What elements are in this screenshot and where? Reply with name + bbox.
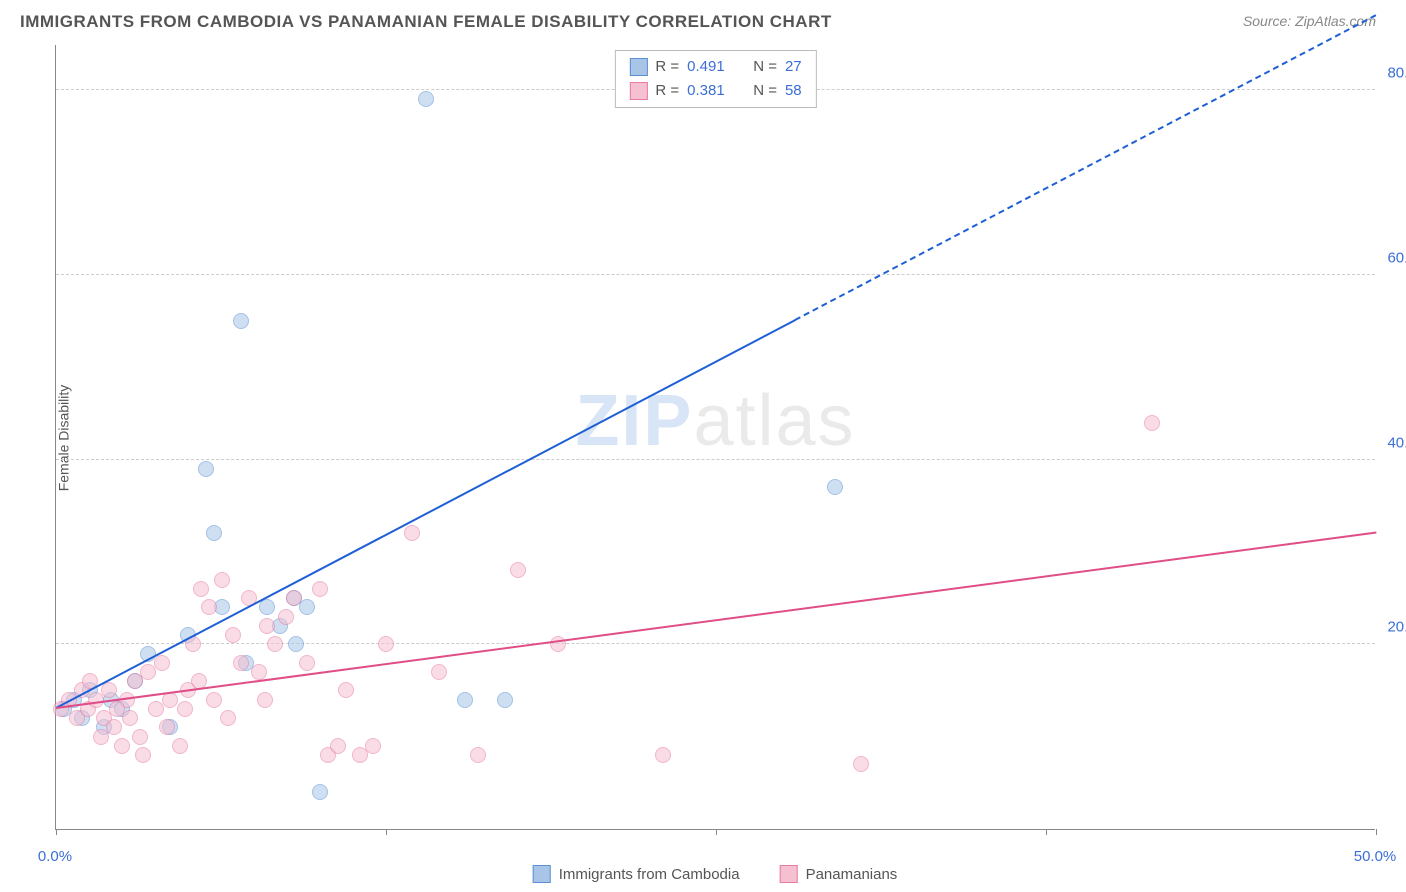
data-point [233, 313, 249, 329]
data-point [101, 682, 117, 698]
x-tick [56, 829, 57, 835]
gridline [56, 459, 1375, 460]
y-tick-label: 60.0% [1387, 249, 1406, 266]
n-label: N = [753, 55, 777, 79]
legend-swatch [780, 865, 798, 883]
data-point [418, 91, 434, 107]
r-value: 0.491 [687, 55, 725, 79]
data-point [312, 784, 328, 800]
n-value: 27 [785, 55, 802, 79]
stats-legend: R = 0.491 N = 27R = 0.381 N = 58 [614, 50, 816, 108]
data-point [365, 738, 381, 754]
legend-swatch [533, 865, 551, 883]
data-point [159, 719, 175, 735]
n-value: 58 [785, 79, 802, 103]
trend-line [56, 319, 796, 709]
watermark-atlas: atlas [693, 381, 855, 461]
data-point [201, 599, 217, 615]
data-point [404, 525, 420, 541]
data-point [299, 599, 315, 615]
data-point [497, 692, 513, 708]
stats-legend-row: R = 0.491 N = 27 [629, 55, 801, 79]
data-point [233, 655, 249, 671]
data-point [135, 747, 151, 763]
data-point [286, 590, 302, 606]
data-point [510, 562, 526, 578]
data-point [122, 710, 138, 726]
data-point [154, 655, 170, 671]
data-point [106, 719, 122, 735]
series-legend-item: Panamanians [780, 865, 898, 883]
source-attribution: Source: ZipAtlas.com [1243, 13, 1376, 31]
data-point [330, 738, 346, 754]
data-point [177, 701, 193, 717]
chart-area: Female Disability ZIPatlas 20.0%40.0%60.… [55, 45, 1375, 830]
data-point [278, 609, 294, 625]
legend-swatch [629, 82, 647, 100]
x-tick-label-left: 0.0% [38, 848, 72, 865]
x-tick-label-right: 50.0% [1354, 848, 1397, 865]
x-tick [716, 829, 717, 835]
data-point [655, 747, 671, 763]
scatter-plot: ZIPatlas 20.0%40.0%60.0%80.0%R = 0.491 N… [55, 45, 1375, 830]
data-point [378, 636, 394, 652]
trend-line-dashed [795, 14, 1377, 321]
data-point [93, 729, 109, 745]
y-tick-label: 20.0% [1387, 619, 1406, 636]
data-point [259, 618, 275, 634]
data-point [267, 636, 283, 652]
series-legend: Immigrants from Cambodia Panamanians [533, 865, 898, 883]
data-point [257, 692, 273, 708]
data-point [193, 581, 209, 597]
r-label: R = [655, 55, 679, 79]
series-legend-item: Immigrants from Cambodia [533, 865, 740, 883]
data-point [114, 738, 130, 754]
data-point [288, 636, 304, 652]
series-name: Panamanians [806, 866, 898, 883]
data-point [1144, 415, 1160, 431]
data-point [259, 599, 275, 615]
n-label: N = [753, 79, 777, 103]
data-point [132, 729, 148, 745]
trend-line [56, 531, 1376, 708]
r-label: R = [655, 79, 679, 103]
x-tick [1376, 829, 1377, 835]
data-point [457, 692, 473, 708]
data-point [220, 710, 236, 726]
x-tick [386, 829, 387, 835]
r-value: 0.381 [687, 79, 725, 103]
y-tick-label: 40.0% [1387, 434, 1406, 451]
gridline [56, 643, 1375, 644]
data-point [172, 738, 188, 754]
series-name: Immigrants from Cambodia [559, 866, 740, 883]
data-point [198, 461, 214, 477]
chart-title: IMMIGRANTS FROM CAMBODIA VS PANAMANIAN F… [20, 12, 832, 32]
data-point [225, 627, 241, 643]
y-tick-label: 80.0% [1387, 65, 1406, 82]
data-point [214, 572, 230, 588]
data-point [853, 756, 869, 772]
data-point [431, 664, 447, 680]
data-point [251, 664, 267, 680]
legend-swatch [629, 58, 647, 76]
data-point [470, 747, 486, 763]
gridline [56, 274, 1375, 275]
watermark-zip: ZIP [575, 381, 693, 461]
stats-legend-row: R = 0.381 N = 58 [629, 79, 801, 103]
x-tick [1046, 829, 1047, 835]
data-point [299, 655, 315, 671]
data-point [827, 479, 843, 495]
data-point [312, 581, 328, 597]
source-label: Source: [1243, 13, 1295, 29]
watermark: ZIPatlas [575, 380, 855, 462]
data-point [206, 525, 222, 541]
data-point [206, 692, 222, 708]
data-point [338, 682, 354, 698]
